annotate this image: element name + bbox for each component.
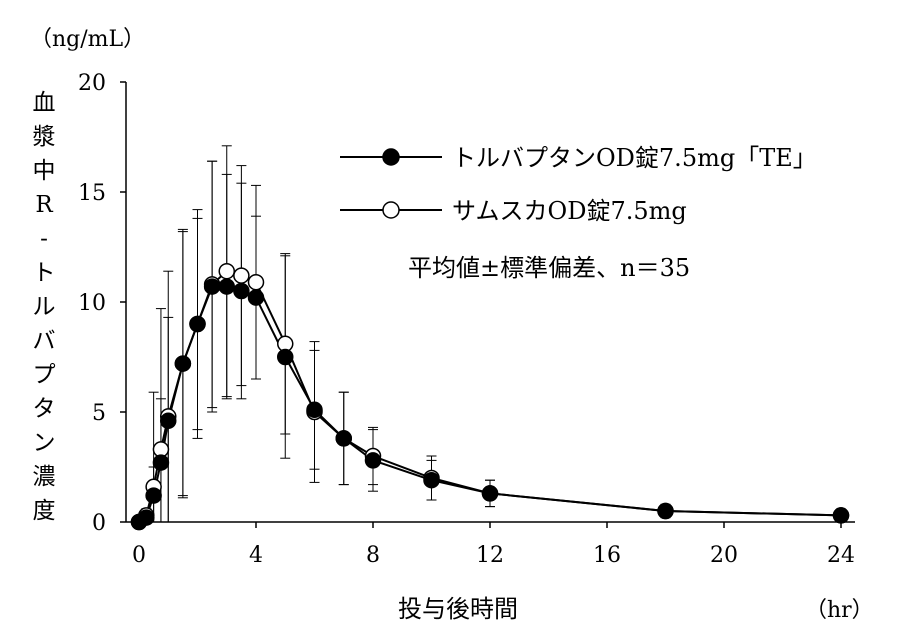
data-point-te [657,502,674,520]
y-axis-title-char: 血 [33,90,56,116]
data-point-te [174,355,192,372]
data-point-te [306,401,323,419]
data-point-te [189,315,206,333]
series-markers [130,262,850,531]
legend-marker-samsca [382,201,400,219]
data-point-samsca [218,262,235,280]
y-tick-label: 0 [92,511,106,536]
y-axis-title-char: - [40,226,48,252]
y-axis-title-char: バ [33,328,56,354]
legend-marker-te [382,148,400,166]
data-point-te [364,452,382,469]
data-point-te [138,509,155,526]
y-axis-title-char: 中 [33,158,56,184]
y-axis-title-char: ン [33,430,56,456]
x-ticks: 0 4 8 12 16 20 24 [132,522,855,568]
data-point-samsca [247,273,265,291]
legend-label-te: トルバプタンOD錠7.5mg「TE」 [452,144,817,172]
legend: トルバプタンOD錠7.5mg「TE」 サムスカOD錠7.5mg [340,144,817,225]
x-unit-label: （hr） [805,598,874,623]
y-axis-title-char: R [35,192,53,218]
y-axis-title-char: ル [33,294,56,320]
data-point-te [160,412,177,430]
x-axis-title: 投与後時間 [398,595,518,623]
legend-label-samsca: サムスカOD錠7.5mg [452,197,687,225]
y-axis-title-char: ト [33,260,56,286]
y-ticks: 0 5 10 15 20 [78,71,126,536]
data-point-te [145,487,162,504]
y-axis-title-char: 漿 [33,124,56,150]
y-axis-title-char: タ [33,396,56,422]
data-point-te [277,348,294,366]
y-unit-label: （ng/mL） [30,27,145,52]
data-point-te [218,278,235,295]
data-point-te [481,485,499,502]
x-tick-label: 8 [366,543,380,568]
x-tick-label: 12 [476,543,504,568]
x-tick-label: 0 [132,543,146,568]
data-point-te [203,278,221,295]
data-point-samsca [233,267,250,284]
x-tick-label: 16 [593,543,621,568]
data-point-te [247,289,265,306]
stats-annotation: 平均値±標準偏差、n＝35 [408,254,690,282]
y-tick-label: 15 [78,181,106,206]
y-tick-label: 5 [92,401,106,426]
y-tick-label: 10 [78,291,106,316]
y-axis-title-char: 度 [33,498,56,524]
x-tick-label: 4 [249,543,263,568]
y-axis-title-char: プ [33,362,56,388]
x-tick-label: 20 [710,543,738,568]
data-point-te [423,471,440,489]
y-tick-label: 20 [78,71,106,96]
data-point-te [233,282,250,300]
data-point-te [832,507,850,524]
x-tick-label: 24 [827,543,855,568]
data-point-te [152,454,170,471]
data-point-te [335,430,352,447]
y-axis-title-char: 濃 [33,464,56,490]
